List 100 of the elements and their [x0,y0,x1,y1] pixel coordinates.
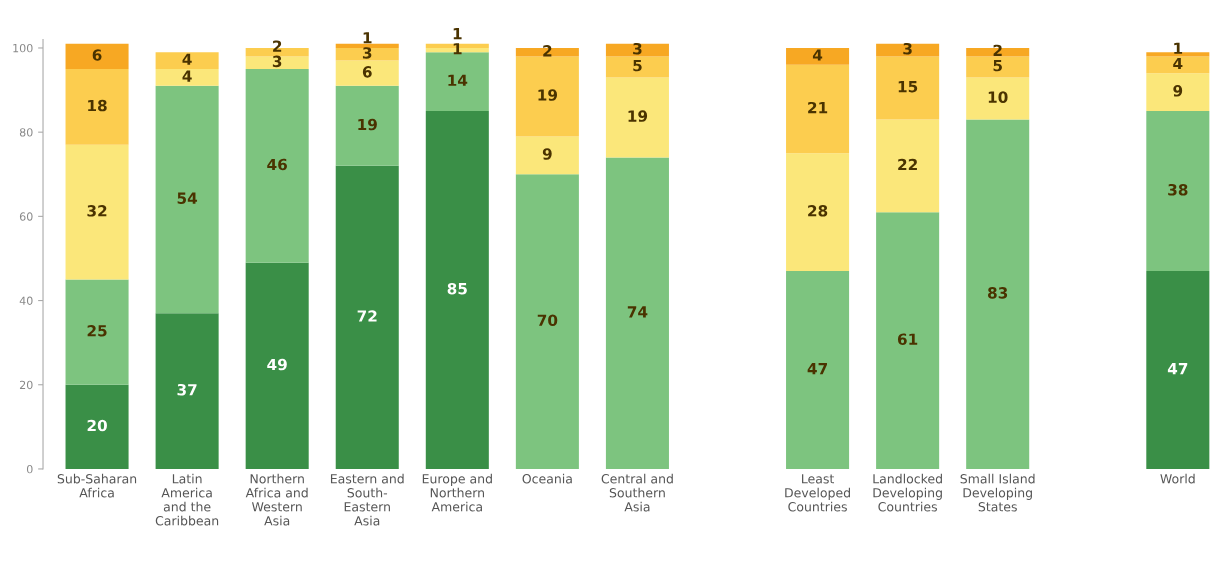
x-tick-label: Latin America and the Caribbean [155,473,219,526]
data-label: 10 [988,91,1008,103]
data-label: 1 [453,28,462,40]
data-label: 3 [362,47,372,59]
bar [335,165,399,469]
data-label: 1 [1174,42,1183,54]
bar [1146,56,1210,74]
y-tick-label: 100 [13,43,33,53]
bar [155,85,219,314]
data-label: 14 [448,74,468,86]
data-label: 6 [92,49,102,61]
data-label: 47 [807,363,827,375]
bar [425,111,489,469]
data-label: 2 [543,45,552,57]
x-tick-label: Eastern and South- Eastern Asia [330,473,404,526]
bar [245,69,309,263]
data-label: 83 [988,287,1008,299]
x-tick-label: Oceania [522,473,572,484]
bar [155,313,219,469]
bar [605,77,669,158]
data-label: 47 [1167,363,1188,375]
bar [876,119,940,213]
data-label: 37 [177,383,197,396]
bar [876,212,940,469]
bar [966,77,1030,120]
bar [786,153,850,272]
data-label: 4 [182,53,192,65]
bar [876,56,940,120]
bar [515,136,579,175]
x-tick-label: Small Island Developing States [960,473,1035,512]
data-label: 25 [87,325,107,337]
data-label: 18 [88,99,107,112]
bar [65,384,129,469]
bar [786,271,850,469]
data-label: 19 [628,110,648,122]
data-label: 85 [447,282,467,295]
y-tick-label: 80 [19,128,33,137]
x-tick-label: Least Developed Countries [785,474,850,512]
bar [65,43,129,70]
bar [515,56,579,137]
bar [155,52,219,70]
data-label: 3 [633,42,642,55]
y-tick-label: 60 [19,212,33,221]
data-label: 19 [538,89,558,101]
data-label: 20 [87,419,107,432]
y-tick-label: 20 [19,380,33,390]
data-label: 6 [362,66,372,78]
data-label: 5 [633,59,642,72]
data-label: 1 [363,32,372,44]
bar [786,64,850,154]
bar [65,69,129,145]
data-label: 2 [993,44,1002,56]
data-label: 61 [897,333,918,345]
data-label: 9 [542,148,552,160]
data-label: 21 [808,101,828,114]
bar [65,144,129,280]
x-tick-label: Sub-Saharan Africa [57,473,137,498]
bar [605,56,669,78]
bar [786,47,850,65]
data-label: 28 [808,205,828,217]
bar [966,56,1030,78]
data-label: 54 [177,192,198,204]
x-tick-label: Europe and Northern America [422,473,492,512]
bar [335,47,399,61]
data-label: 72 [357,310,377,322]
bar [155,69,219,86]
bar [335,60,399,86]
x-tick-label: World [1160,473,1195,484]
data-label: 3 [272,55,282,68]
data-label: 5 [993,59,1002,72]
data-label: 38 [1168,183,1188,196]
data-label: 46 [267,158,287,171]
bar [245,262,309,469]
y-tick-label: 40 [19,296,33,305]
data-label: 32 [87,205,107,217]
bar [1146,111,1210,272]
bar [335,43,399,48]
data-label: 19 [358,118,377,131]
data-label: 74 [627,306,648,318]
bar [515,174,579,469]
data-label: 4 [812,49,823,61]
bar [1146,73,1210,112]
data-label: 49 [267,358,287,371]
data-label: 15 [898,81,918,93]
x-tick-label: Northern Africa and Western Asia [245,473,308,526]
bar [335,85,399,166]
y-tick-label: 0 [26,464,33,474]
data-label: 1 [453,43,462,55]
x-tick-label: Landlocked Developing Countries [873,473,942,512]
data-label: 4 [1173,57,1183,70]
data-label: 4 [182,70,192,82]
bar [1146,271,1210,469]
x-tick-label: Central and Southern Asia [601,473,673,512]
data-label: 70 [537,314,558,327]
data-label: 9 [1173,85,1183,97]
bar [966,119,1030,469]
bar [605,157,669,469]
data-label: 22 [898,158,917,171]
bar [245,56,309,70]
bar [65,279,129,385]
